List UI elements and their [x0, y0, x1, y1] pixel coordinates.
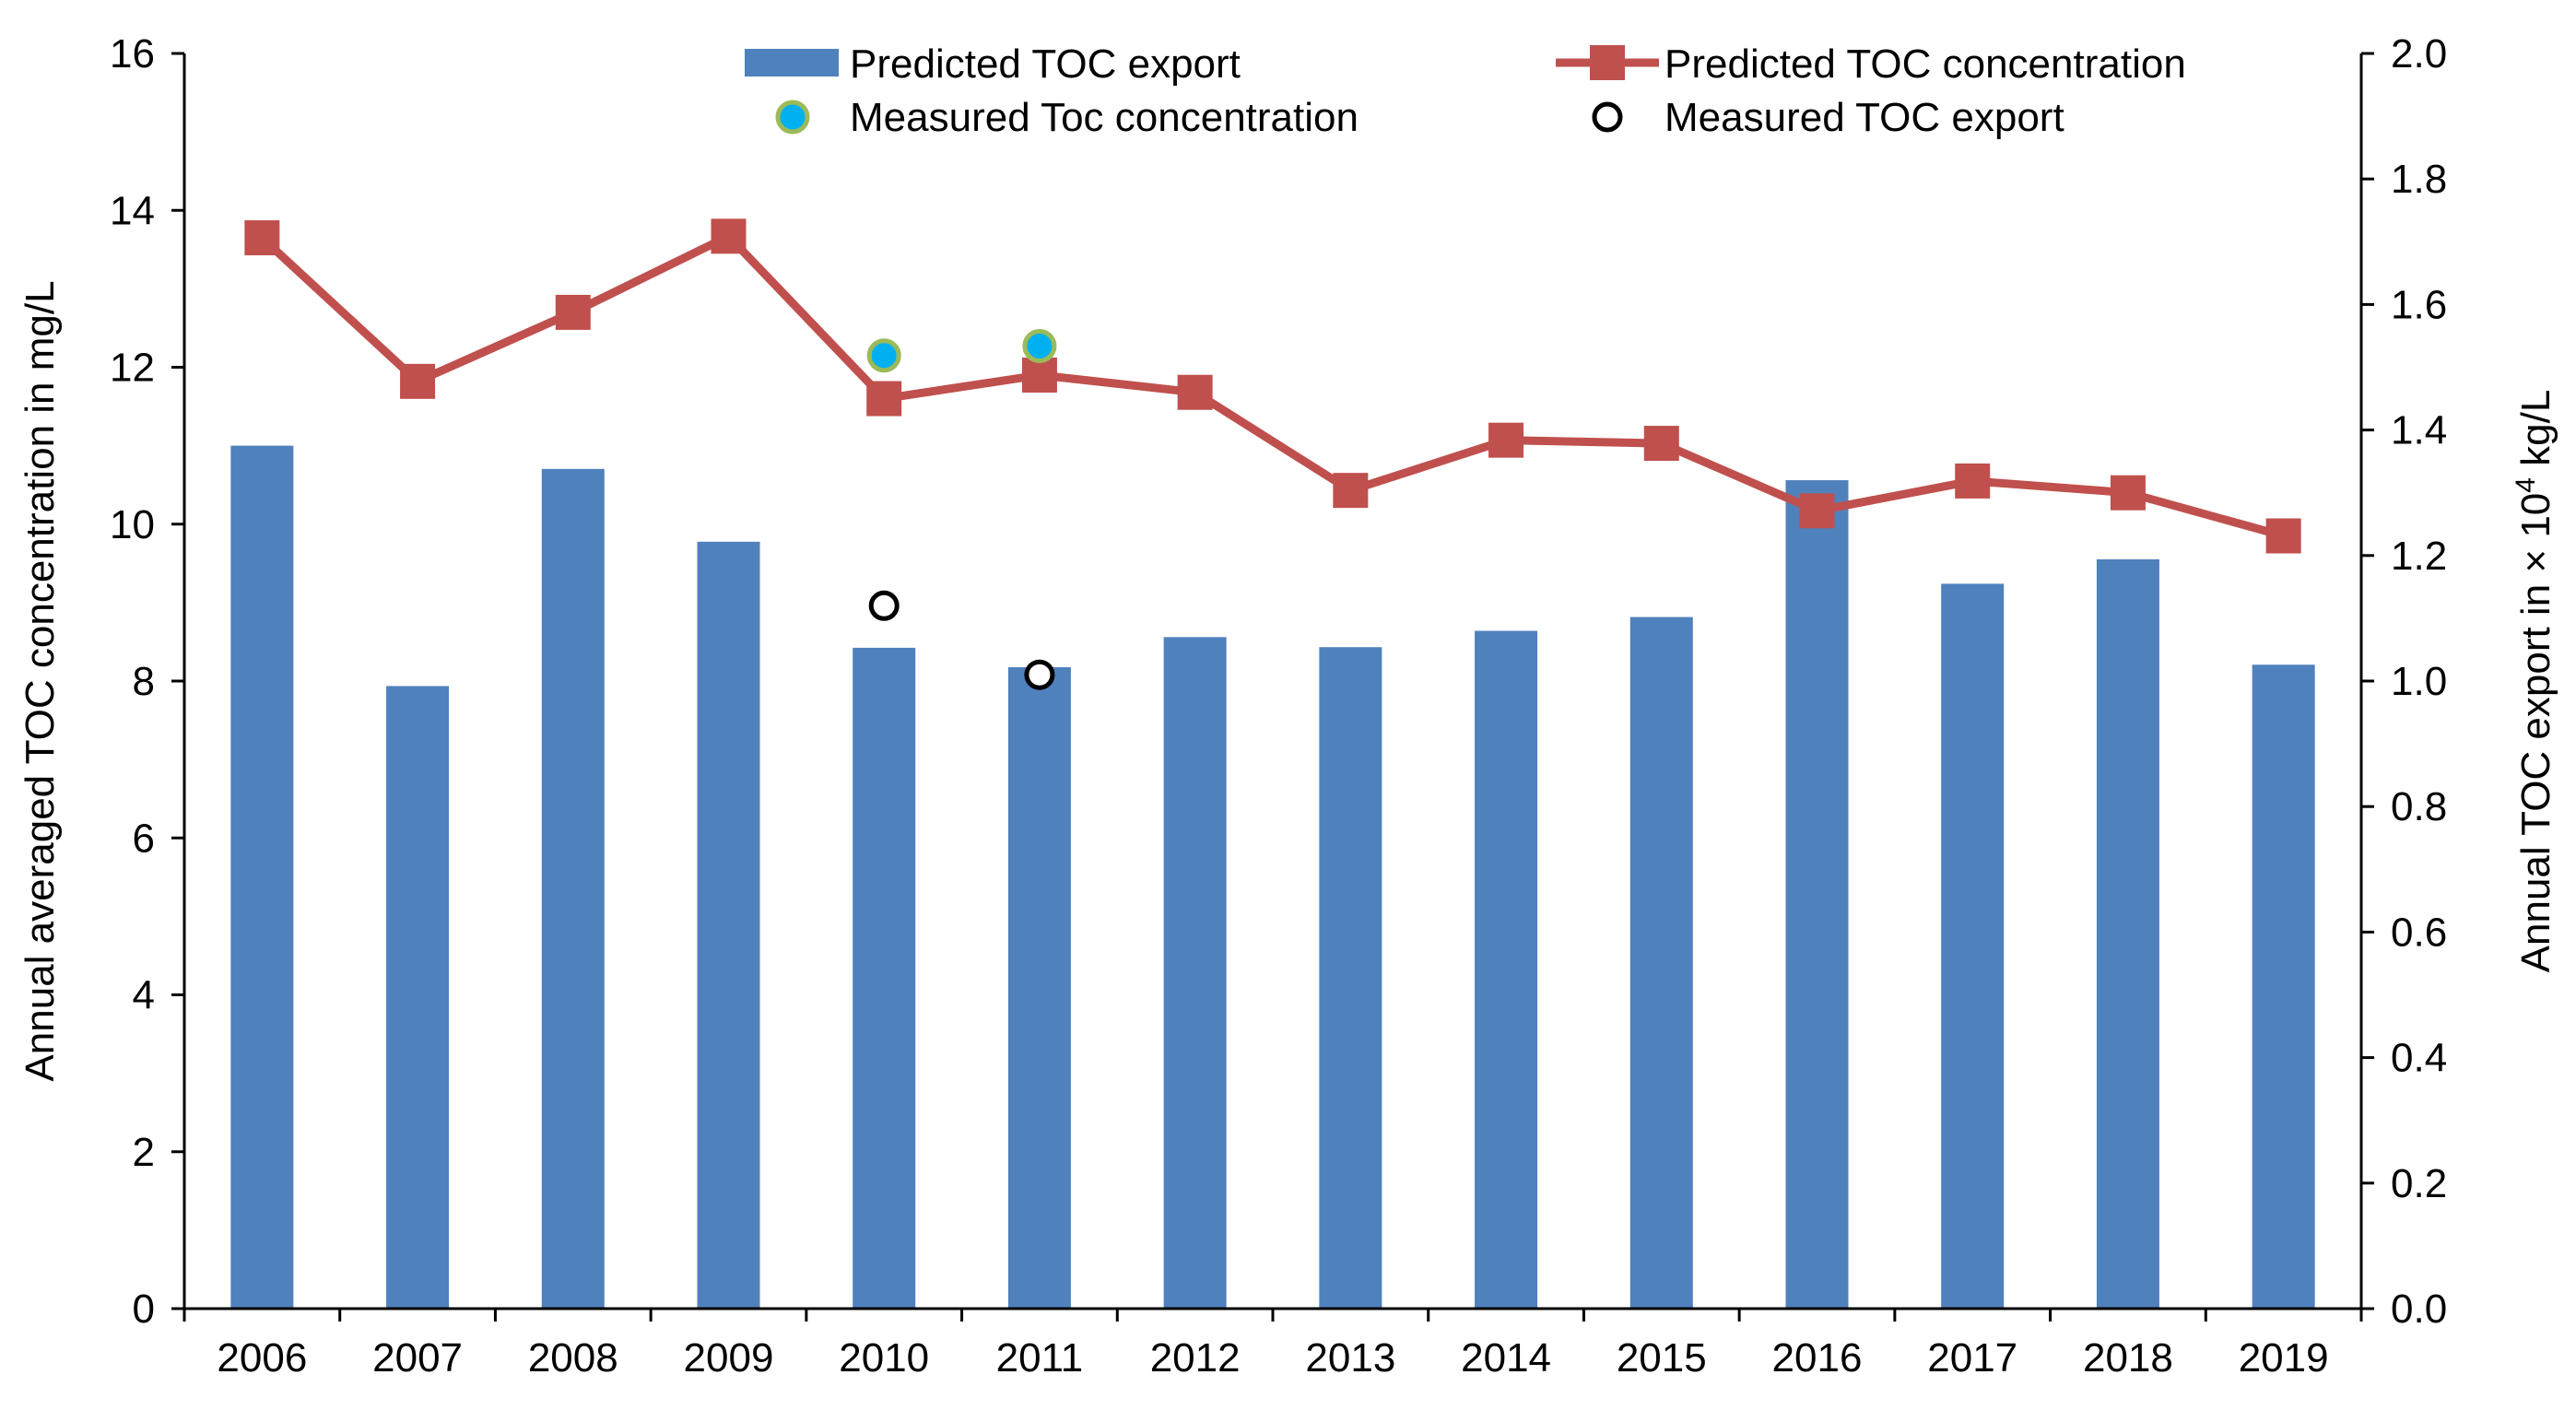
left-tick-label: 6: [133, 816, 155, 861]
bar-2015: [1629, 617, 1693, 1309]
left-tick-label: 8: [133, 659, 155, 704]
axis-titles: Annual averaged TOC concentration in mg/…: [18, 280, 2558, 1081]
line-marker-2009: [711, 218, 747, 254]
bar-2011: [1007, 667, 1071, 1309]
right-tick-label: 0.6: [2391, 910, 2447, 955]
legend-label-predicted-concentration: Predicted TOC concentration: [1664, 41, 2186, 87]
line-marker-2013: [1333, 473, 1369, 509]
bar-2019: [2252, 664, 2315, 1309]
right-tick-label: 1.2: [2391, 534, 2447, 579]
measured-points: [866, 329, 1057, 690]
line-marker-2014: [1488, 422, 1524, 458]
x-tick-label-2009: 2009: [684, 1335, 774, 1381]
measured-concentration-point-2010: [866, 338, 901, 373]
left-tick-label: 10: [110, 502, 155, 547]
left-tick-label: 12: [110, 346, 155, 391]
bar-2006: [230, 445, 294, 1309]
line-marker-2017: [1955, 463, 1991, 499]
legend-label-measured-export: Measured TOC export: [1664, 95, 2064, 140]
right-axis-title-suffix: kg/L: [2513, 390, 2558, 477]
x-tick-label-2019: 2019: [2239, 1335, 2329, 1381]
predicted-concentration-line: [259, 231, 2285, 540]
x-tick-label-2016: 2016: [1772, 1335, 1863, 1381]
left-tick-label: 2: [133, 1130, 155, 1175]
line-series: [244, 218, 2301, 554]
legend: Predicted TOC export Predicted TOC concen…: [745, 41, 2186, 140]
left-tick-label: 4: [133, 973, 155, 1018]
bar-2009: [697, 541, 760, 1309]
bar-series: [230, 445, 2315, 1309]
bar-2017: [1941, 583, 2005, 1309]
right-axis-title: Annual TOC export in × 104 kg/L: [2511, 390, 2558, 973]
line-marker-2007: [400, 363, 436, 399]
right-tick-label: 2.0: [2391, 31, 2447, 76]
left-axis-title: Annual averaged TOC concentration in mg/…: [18, 280, 63, 1081]
legend-swatch-predicted-export: [745, 49, 839, 76]
x-tick-label-2011: 2011: [996, 1335, 1084, 1381]
right-tick-label: 1.0: [2391, 659, 2447, 704]
right-tick-label: 1.8: [2391, 157, 2447, 202]
axes: 0 2 4 6 8 10 12 14 16 0.0 0.2 0.4 0.6 0.8 1.0 1.2 1.4 1.6…: [110, 31, 2447, 1381]
measured-export-point-2010: [868, 590, 900, 621]
x-tick-label-2013: 2013: [1305, 1335, 1395, 1381]
right-tick-label: 0.2: [2391, 1161, 2447, 1206]
x-tick-label-2014: 2014: [1461, 1335, 1551, 1381]
bar-2010: [853, 647, 916, 1309]
left-tick-label: 14: [110, 188, 155, 233]
bar-2008: [541, 468, 605, 1309]
right-tick-label: 0.8: [2391, 784, 2447, 829]
legend-label-predicted-export: Predicted TOC export: [850, 41, 1241, 87]
x-tick-label-2007: 2007: [372, 1335, 463, 1381]
measured-concentration-point-2011: [1022, 329, 1057, 364]
x-tick-label-2015: 2015: [1617, 1335, 1707, 1381]
legend-swatch-predicted-concentration-marker: [1590, 45, 1625, 80]
line-marker-2018: [2110, 475, 2146, 511]
line-marker-2019: [2265, 518, 2301, 554]
x-tick-label-2017: 2017: [1927, 1335, 2017, 1381]
line-marker-2015: [1643, 426, 1679, 462]
right-tick-label: 1.6: [2391, 282, 2447, 327]
line-marker-2006: [244, 220, 280, 256]
x-tick-label-2010: 2010: [839, 1335, 929, 1381]
left-tick-label: 16: [110, 31, 155, 76]
bar-2013: [1319, 647, 1382, 1309]
right-axis-title-exponent: 4: [2511, 477, 2541, 493]
x-tick-label-2006: 2006: [217, 1335, 307, 1381]
right-tick-label: 1.4: [2391, 408, 2447, 453]
line-marker-2008: [555, 294, 591, 330]
x-tick-label-2018: 2018: [2083, 1335, 2173, 1381]
legend-swatch-measured-concentration: [775, 100, 810, 135]
x-tick-label-2012: 2012: [1150, 1335, 1241, 1381]
legend-label-measured-concentration: Measured Toc concentration: [850, 95, 1359, 140]
legend-swatch-measured-export: [1592, 101, 1623, 133]
line-marker-2016: [1799, 493, 1835, 529]
x-tick-label-2008: 2008: [528, 1335, 618, 1381]
bar-2007: [386, 686, 450, 1309]
line-marker-2010: [866, 381, 902, 417]
left-tick-label: 0: [133, 1287, 155, 1332]
bar-2016: [1785, 480, 1849, 1309]
right-axis-title-prefix: Annual TOC export in × 10: [2513, 493, 2558, 973]
bar-2018: [2096, 558, 2159, 1309]
bar-2014: [1475, 630, 1538, 1309]
right-tick-label: 0.4: [2391, 1036, 2447, 1081]
measured-export-point-2011: [1024, 659, 1055, 690]
right-tick-label: 0.0: [2391, 1287, 2447, 1332]
bar-2012: [1163, 637, 1227, 1309]
line-marker-2012: [1177, 374, 1213, 410]
line-marker-2011: [1021, 358, 1057, 394]
